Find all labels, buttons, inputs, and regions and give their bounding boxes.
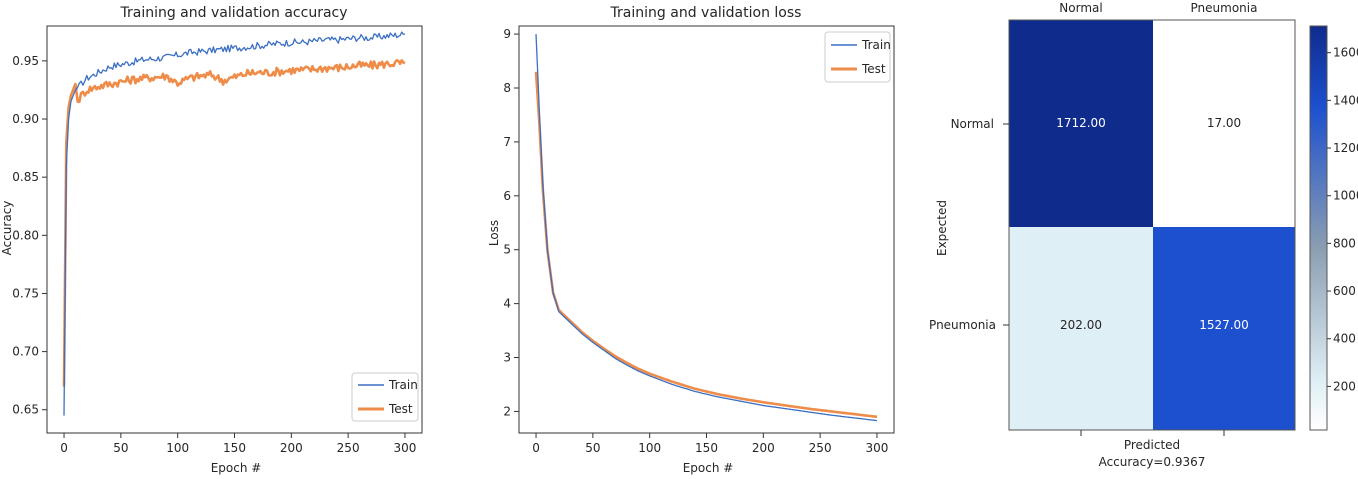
cm-x-tick-normal: Normal bbox=[1059, 1, 1102, 15]
loss-y-ticks: 2 3 4 5 6 7 8 9 bbox=[503, 27, 519, 418]
loss-y-tick-label: 4 bbox=[503, 297, 511, 311]
loss-series-lines bbox=[534, 34, 878, 422]
loss-x-tick-label: 0 bbox=[532, 441, 540, 455]
loss-x-ticks: 0 50 100 150 200 250 300 bbox=[532, 433, 888, 455]
cm-cell-normal-pneumonia bbox=[1153, 20, 1295, 227]
colorbar-tick-label: 600 bbox=[1333, 284, 1356, 298]
acc-y-tick-label: 0.90 bbox=[12, 112, 39, 126]
acc-x-tick-label: 200 bbox=[280, 441, 303, 455]
loss-y-tick-label: 2 bbox=[503, 404, 511, 418]
colorbar-ticks: 200 400 600 800 1000 1200 1400 1600 bbox=[1327, 46, 1358, 393]
acc-x-tick-label: 100 bbox=[166, 441, 189, 455]
cm-value-pneumonia-normal: 202.00 bbox=[1060, 318, 1102, 332]
acc-series-train-line bbox=[63, 31, 406, 416]
accuracy-x-ticks: 0 50 100 150 200 250 300 bbox=[60, 433, 416, 455]
accuracy-legend: Train Test bbox=[351, 372, 419, 422]
accuracy-x-axis-label: Epoch # bbox=[211, 461, 262, 475]
cm-cell-pneumonia-pneumonia bbox=[1153, 227, 1295, 430]
acc-y-tick-label: 0.95 bbox=[12, 54, 39, 68]
cm-value-normal-pneumonia: 17.00 bbox=[1207, 116, 1241, 130]
colorbar-tick-label: 200 bbox=[1333, 379, 1356, 393]
loss-chart: Training and validation loss 0 50 100 150 20… bbox=[487, 5, 895, 475]
loss-series-train-line bbox=[535, 34, 878, 422]
loss-legend-train-label: Train bbox=[861, 38, 891, 52]
loss-x-tick-label: 200 bbox=[752, 441, 775, 455]
acc-x-tick-label: 300 bbox=[394, 441, 417, 455]
cm-value-pneumonia-pneumonia: 1527.00 bbox=[1199, 318, 1249, 332]
colorbar-tick-label: 800 bbox=[1333, 236, 1356, 250]
loss-x-axis-label: Epoch # bbox=[683, 461, 734, 475]
loss-legend-test-label: Test bbox=[861, 62, 886, 76]
cm-cell-normal-normal bbox=[1009, 20, 1153, 227]
loss-x-tick-label: 150 bbox=[695, 441, 718, 455]
loss-y-axis-label: Loss bbox=[487, 220, 501, 246]
loss-y-tick-label: 8 bbox=[503, 81, 511, 95]
acc-y-tick-label: 0.75 bbox=[12, 286, 39, 300]
loss-x-tick-label: 50 bbox=[585, 441, 600, 455]
accuracy-chart: Training and validation accuracy 0 50 100 1… bbox=[0, 5, 423, 475]
accuracy-plot-area bbox=[46, 25, 423, 434]
loss-legend: Train Test bbox=[824, 31, 891, 83]
acc-y-tick-label: 0.85 bbox=[12, 170, 39, 184]
acc-y-tick-label: 0.65 bbox=[12, 403, 39, 417]
cm-y-axis-label: Expected bbox=[935, 200, 949, 256]
acc-y-tick-label: 0.80 bbox=[12, 228, 39, 242]
confusion-matrix: 1712.00 17.00 202.00 1527.00 Normal Pneu… bbox=[929, 1, 1358, 469]
loss-series-test-line bbox=[534, 71, 878, 419]
colorbar-tick-label: 1200 bbox=[1333, 141, 1358, 155]
accuracy-chart-title: Training and validation accuracy bbox=[119, 5, 347, 21]
cm-accuracy-annotation: Accuracy=0.9367 bbox=[1099, 455, 1206, 469]
cm-cell-pneumonia-normal bbox=[1009, 227, 1153, 430]
acc-x-tick-label: 250 bbox=[337, 441, 360, 455]
acc-y-tick-label: 0.70 bbox=[12, 345, 39, 359]
colorbar-tick-label: 400 bbox=[1333, 332, 1356, 346]
colorbar-tick-label: 1400 bbox=[1333, 93, 1358, 107]
cm-value-normal-normal: 1712.00 bbox=[1056, 116, 1106, 130]
cm-y-tick-normal: Normal bbox=[951, 117, 994, 131]
colorbar-tick-label: 1000 bbox=[1333, 189, 1358, 203]
accuracy-series-lines bbox=[62, 31, 406, 416]
loss-y-tick-label: 3 bbox=[503, 351, 511, 365]
cm-x-axis-label: Predicted bbox=[1124, 438, 1180, 452]
accuracy-legend-test-label: Test bbox=[388, 402, 413, 416]
acc-series-test-line bbox=[62, 58, 406, 387]
acc-x-tick-label: 150 bbox=[223, 441, 246, 455]
loss-y-tick-label: 6 bbox=[503, 189, 511, 203]
colorbar-tick-label: 1600 bbox=[1333, 46, 1358, 60]
cm-y-tick-pneumonia: Pneumonia bbox=[929, 318, 996, 332]
loss-chart-title: Training and validation loss bbox=[610, 5, 802, 21]
loss-x-tick-label: 300 bbox=[866, 441, 889, 455]
accuracy-legend-train-label: Train bbox=[388, 378, 418, 392]
acc-x-tick-label: 50 bbox=[113, 441, 128, 455]
loss-y-tick-label: 7 bbox=[503, 135, 511, 149]
loss-x-tick-label: 100 bbox=[638, 441, 661, 455]
cm-x-tick-pneumonia: Pneumonia bbox=[1191, 1, 1258, 15]
accuracy-y-axis-label: Accuracy bbox=[0, 201, 14, 256]
acc-x-tick-label: 0 bbox=[60, 441, 68, 455]
colorbar bbox=[1309, 25, 1328, 431]
accuracy-y-ticks: 0.65 0.70 0.75 0.80 0.85 0.90 0.95 bbox=[12, 54, 47, 417]
loss-y-tick-label: 5 bbox=[503, 243, 511, 257]
loss-x-tick-label: 250 bbox=[809, 441, 832, 455]
cm-frame bbox=[1008, 19, 1296, 431]
loss-plot-area bbox=[518, 25, 895, 434]
loss-y-tick-label: 9 bbox=[503, 27, 511, 41]
